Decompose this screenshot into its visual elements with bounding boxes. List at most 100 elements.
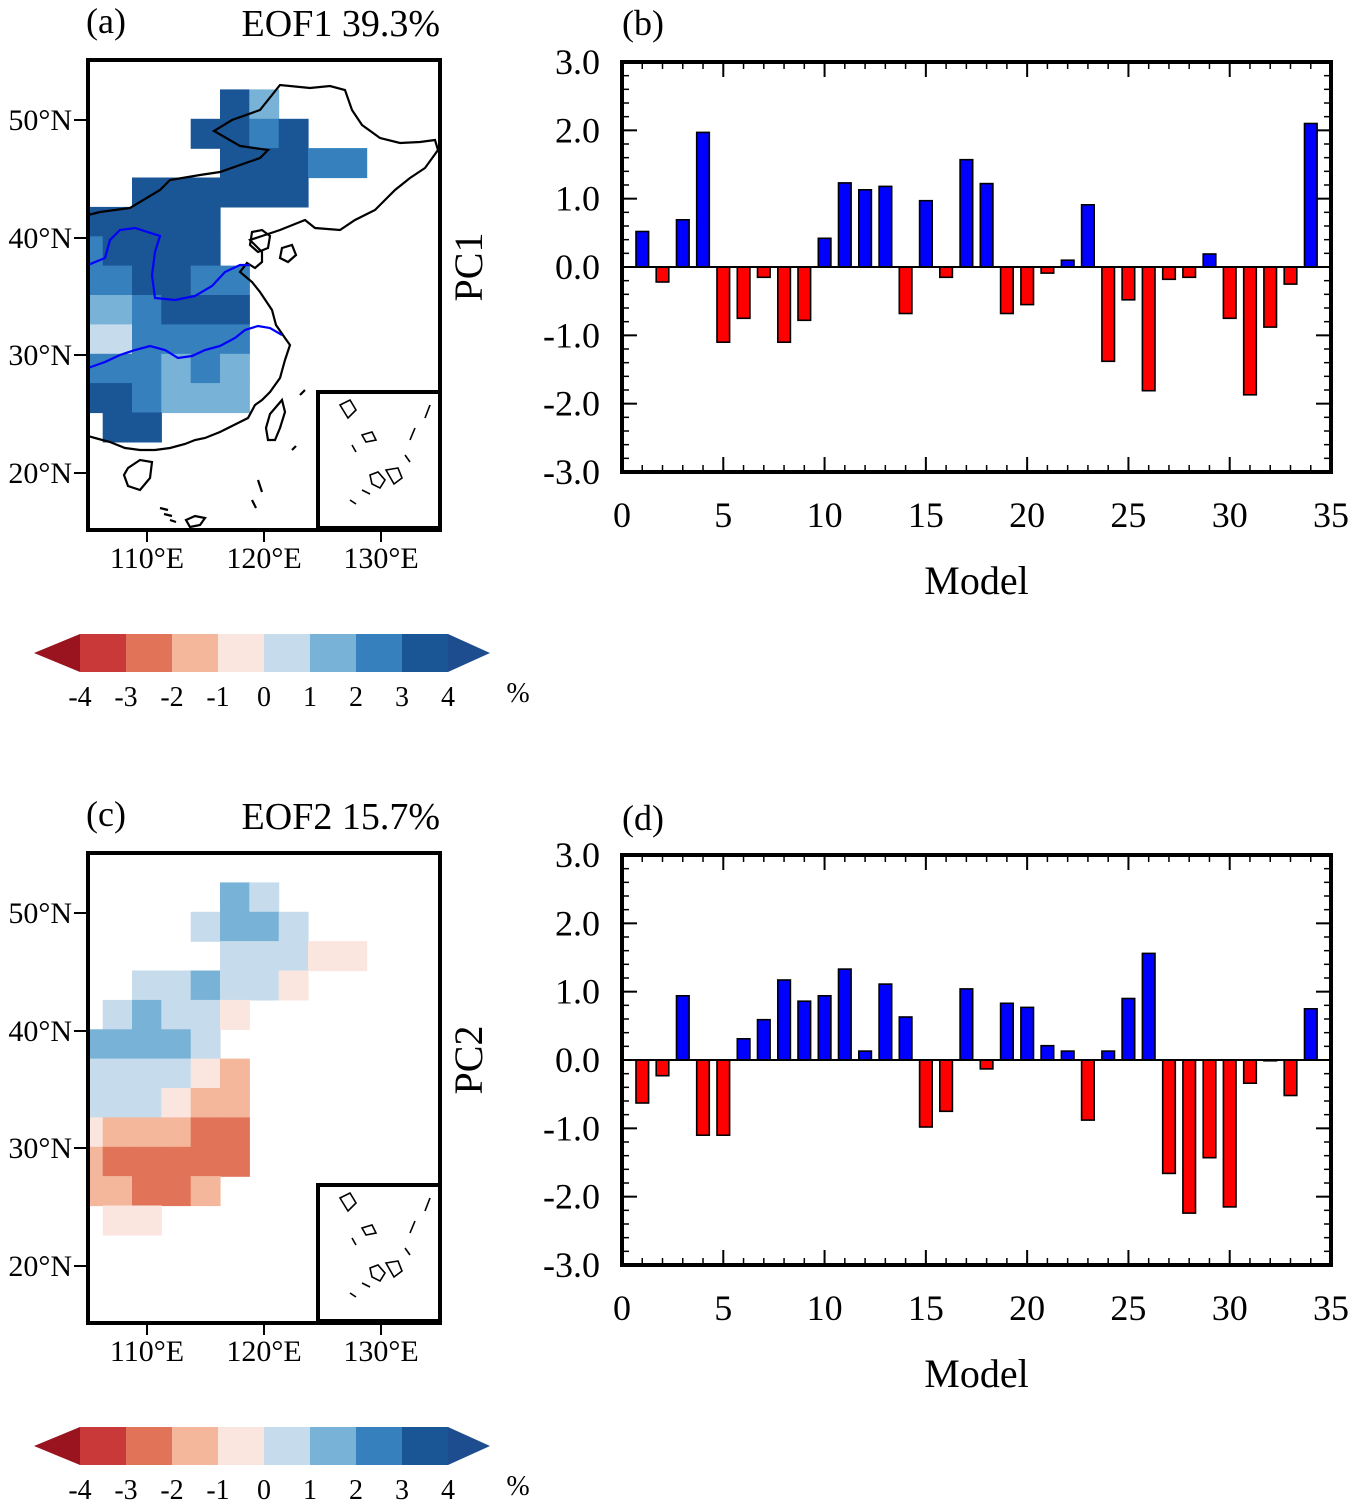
map-a-inset <box>316 390 442 530</box>
map-cell <box>132 1058 162 1089</box>
map-cell <box>190 206 221 237</box>
plot-frame <box>620 60 1333 474</box>
panel-d-plot: 0 5 10 15 20 25 30 35 3.0 2.0 1.0 0.0 -1.0 -2.0 -3.0 Mo… <box>446 835 1349 1396</box>
map-cell <box>190 911 221 942</box>
x-tick-label: 20 <box>1009 495 1045 535</box>
colorbar-right-arrow <box>448 1427 490 1465</box>
x-tick-label: 35 <box>1313 1288 1349 1328</box>
panel-d-label: (d) <box>622 798 664 838</box>
bar <box>1202 1059 1217 1159</box>
x-tick-label: 20 <box>1009 1288 1045 1328</box>
map-cell <box>190 383 221 414</box>
map-cell <box>102 412 133 443</box>
bar <box>716 266 731 343</box>
map-cell <box>88 1146 104 1177</box>
bar <box>898 266 913 315</box>
bar <box>1101 1050 1116 1061</box>
x-tick-label: 35 <box>1313 495 1349 535</box>
map-cell <box>249 177 280 208</box>
map-cell <box>190 1146 221 1177</box>
map-cell <box>220 353 250 384</box>
bar <box>1222 1059 1237 1208</box>
colorbar-tick-label: -2 <box>160 1475 183 1506</box>
x-tick-label: 25 <box>1110 495 1146 535</box>
map-cell <box>132 265 162 296</box>
colorbar-tick-label: 2 <box>349 1475 363 1506</box>
map-cell <box>190 999 221 1030</box>
x-tick-label: 10 <box>807 1288 843 1328</box>
colorbar-unit: % <box>506 1471 529 1502</box>
bar <box>1060 259 1075 268</box>
panel-a-title: EOF1 39.3% <box>242 3 440 45</box>
map-cell <box>161 1029 192 1060</box>
panel-d: (d) 0 5 10 15 20 25 30 35 3.0 2.0 1.0 0.0 -1.0 -2.0 -3… <box>446 798 1349 1396</box>
map-cell <box>102 295 133 325</box>
x-tick-label: 5 <box>714 495 732 535</box>
colorbar-swatch <box>126 634 172 672</box>
map-cell <box>102 383 133 414</box>
colorbar-left-arrow <box>34 1427 80 1465</box>
colorbar-tick-label: -1 <box>206 682 229 713</box>
map-cell <box>161 1117 192 1148</box>
map-cell <box>161 353 192 384</box>
bar <box>918 199 933 268</box>
map-cell <box>161 1058 192 1089</box>
map-cell <box>88 353 104 384</box>
colorbar-swatch <box>310 1427 356 1465</box>
colorbar-tick-label: 3 <box>395 1475 409 1506</box>
map-cell <box>161 383 192 414</box>
map-cell <box>132 999 162 1030</box>
bar <box>959 158 974 268</box>
map-cell <box>190 118 221 149</box>
colorbar-top: -4 -3 -2 -1 0 1 2 3 4% <box>34 634 530 713</box>
bar <box>959 988 974 1061</box>
y-tick-label: 0.0 <box>555 247 600 287</box>
bar <box>736 266 751 320</box>
colorbar-swatch <box>264 634 310 672</box>
map-c-cells <box>88 882 368 1236</box>
colorbar-tick-label: 4 <box>441 1475 455 1506</box>
map-a-lat-label: 20°N <box>8 457 72 490</box>
bar <box>1161 1059 1177 1175</box>
bar <box>1283 1059 1298 1097</box>
bar <box>1303 1007 1318 1061</box>
bar <box>797 1000 812 1061</box>
map-a-lon-label: 130°E <box>343 542 418 575</box>
colorbar-tick-label: 4 <box>441 682 455 713</box>
x-axis-label: Model <box>924 558 1028 603</box>
map-cell <box>220 941 250 972</box>
panel-b: (b) 0 5 10 15 20 25 30 35 3.0 2.0 1.0 0.0 -1.0 -2.0 -3… <box>446 3 1349 603</box>
y-tick-label: 2.0 <box>555 903 600 943</box>
bar <box>979 182 994 268</box>
plot-frame <box>620 853 1333 1267</box>
colorbar-swatch <box>356 634 402 672</box>
colorbar-bottom: -4 -3 -2 -1 0 1 2 3 4% <box>34 1427 530 1506</box>
colorbar-tick-label: -2 <box>160 682 183 713</box>
colorbar-tick-label: 1 <box>303 682 317 713</box>
map-c-lon-label: 130°E <box>343 1335 418 1368</box>
map-cell <box>132 383 162 414</box>
y-tick-label: -3.0 <box>543 452 600 492</box>
colorbar-tick-label: 0 <box>257 682 271 713</box>
map-cell <box>161 999 192 1030</box>
map-cell <box>88 236 104 267</box>
map-cell <box>132 1088 162 1118</box>
colorbar-tick-label: 1 <box>303 1475 317 1506</box>
bar <box>817 994 832 1061</box>
map-cell <box>278 970 309 1001</box>
bar <box>1020 266 1035 306</box>
y-axis-label: PC1 <box>446 233 491 302</box>
panel-a: (a) EOF1 39.3% <box>86 1 442 532</box>
map-cell <box>161 1088 192 1118</box>
bar <box>1182 1059 1197 1214</box>
bar <box>1222 266 1237 320</box>
y-tick-label: -2.0 <box>543 1177 600 1217</box>
y-tick-label: 1.0 <box>555 179 600 219</box>
map-cell <box>220 265 250 296</box>
y-tick-label: -2.0 <box>543 384 600 424</box>
map-cell <box>190 1029 221 1060</box>
bar <box>1040 1044 1055 1061</box>
colorbar-swatch <box>402 1427 448 1465</box>
colorbar-tick-label: -3 <box>114 682 137 713</box>
bar <box>1263 266 1278 328</box>
